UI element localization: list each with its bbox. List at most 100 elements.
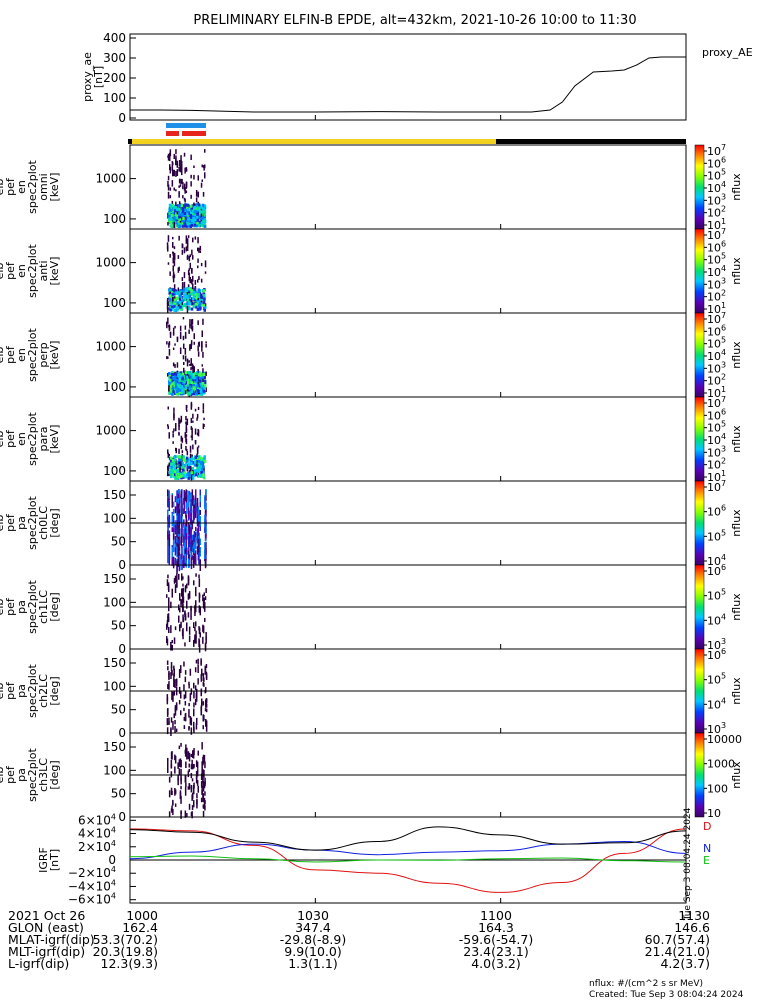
axis-label-igrf-0: IGRF <box>37 847 50 873</box>
science-red-bar-1 <box>166 131 179 136</box>
sunlit-bar <box>130 139 496 144</box>
cb-title-omni: nflux <box>730 173 743 201</box>
legend-igrf-E: E <box>703 854 710 867</box>
axis-label-ch3LC-5: [deg] <box>48 760 61 789</box>
panel-proxy_ae: proxy_ae[nT] 400 300 200 100 0 proxy_AE <box>81 31 753 125</box>
cb-label-omni-5: 102 <box>707 205 726 220</box>
ytick-label-igrf-4: −2×104 <box>68 865 116 880</box>
axis-label-igrf-1: [nT] <box>48 849 61 871</box>
ytick-label-perp-0: 1000 <box>95 340 126 354</box>
science-zone-bar <box>166 123 206 128</box>
ytick-label-proxy_ae-3: 100 <box>103 91 126 105</box>
heatmap-anti <box>166 235 207 313</box>
eph-label-4: L-igrf(dip) <box>8 956 69 971</box>
axis-label-anti-2: en <box>15 264 28 278</box>
eph-value-1-2: 164.3 <box>478 920 514 935</box>
cb-label-ch0LC-3: 104 <box>707 553 726 568</box>
colorbar-ch2LC <box>694 648 705 734</box>
eph-value-2-3: 60.7(57.4) <box>645 932 710 947</box>
ytick-label-ch3LC-1: 100 <box>103 763 126 777</box>
axis-label-omni-2: en <box>15 180 28 194</box>
cb-label-ch0LC-0: 107 <box>707 479 726 494</box>
cb-title-para: nflux <box>730 425 743 453</box>
cb-label-ch1LC-2: 104 <box>707 612 726 627</box>
colorbar-para <box>694 396 705 482</box>
axis-label-para-3: spec2plot <box>26 412 39 466</box>
cb-label-anti-5: 102 <box>707 289 726 304</box>
cb-label-para-0: 107 <box>707 395 726 410</box>
ytick-label-proxy_ae-4: 0 <box>118 111 126 125</box>
axis-label-ch1LC-5: [deg] <box>48 592 61 621</box>
cb-label-omni-1: 106 <box>707 155 726 170</box>
eph-value-2-2: -59.6(-54.7) <box>459 932 533 947</box>
science-red-bar-2 <box>182 131 206 136</box>
axis-label-ch1LC-2: pa <box>15 600 28 614</box>
axis-label-ch1LC-1: pef <box>4 597 17 616</box>
cb-label-perp-3: 104 <box>707 348 726 363</box>
cb-label-ch3LC-1: 1000 <box>707 758 735 771</box>
axis-label-proxy_ae-1: [nT] <box>92 66 105 88</box>
panel-igrf: IGRF[nT]6×1044×1042×1040−2×104−4×104−6×1… <box>37 807 711 921</box>
ytick-label-ch3LC-2: 50 <box>111 787 126 801</box>
axis-label-ch3LC-1: pef <box>4 765 17 784</box>
cb-label-perp-2: 105 <box>707 336 726 351</box>
axis-label-ch3LC-3: spec2plot <box>26 748 39 802</box>
ytick-label-para-0: 1000 <box>95 424 126 438</box>
cb-label-ch0LC-1: 106 <box>707 504 726 519</box>
cb-label-ch2LC-1: 105 <box>707 672 726 687</box>
ytick-label-ch0LC-2: 50 <box>111 535 126 549</box>
axis-label-omni-5: [keV] <box>48 173 61 202</box>
axis-label-perp-4: perp <box>37 342 50 367</box>
ytick-label-ch1LC-1: 100 <box>103 595 126 609</box>
cb-title-anti: nflux <box>730 257 743 285</box>
cb-title-ch1LC: nflux <box>730 593 743 621</box>
cb-label-para-1: 106 <box>707 407 726 422</box>
cb-label-para-3: 104 <box>707 432 726 447</box>
cb-label-anti-3: 104 <box>707 264 726 279</box>
ytick-label-ch2LC-0: 150 <box>103 656 126 670</box>
ytick-label-anti-1: 100 <box>103 296 126 310</box>
heatmap-para <box>167 401 207 481</box>
eph-value-0-2: 1100 <box>480 908 512 923</box>
axis-label-anti-3: spec2plot <box>26 244 39 298</box>
axis-label-anti-1: pef <box>4 261 17 280</box>
cb-label-para-5: 102 <box>707 457 726 472</box>
axis-label-ch3LC-4: ch3LC <box>37 758 50 792</box>
legend-proxy-ae: proxy_AE <box>702 46 753 59</box>
legend-igrf-D: D <box>703 820 711 833</box>
ytick-label-ch1LC-3: 0 <box>118 642 126 656</box>
heatmap-ch0LC <box>167 489 207 574</box>
colorbar-omni <box>694 144 705 230</box>
axis-label-perp-3: spec2plot <box>26 328 39 382</box>
cb-label-perp-4: 103 <box>707 360 726 375</box>
eph-label-0: 2021 Oct 26 <box>8 908 85 923</box>
bar-start-tick <box>128 139 132 144</box>
ytick-label-igrf-5: −4×104 <box>68 878 116 893</box>
ytick-label-ch0LC-0: 150 <box>103 488 126 502</box>
cb-label-omni-3: 104 <box>707 180 726 195</box>
axis-label-ch0LC-4: ch0LC <box>37 506 50 540</box>
axis-label-ch0LC-0: elb <box>0 515 6 532</box>
axis-label-para-2: en <box>15 432 28 446</box>
axis-label-anti-4: anti <box>37 260 50 281</box>
ytick-label-ch2LC-2: 50 <box>111 703 126 717</box>
axis-label-para-4: para <box>37 427 50 452</box>
cb-label-ch3LC-3: 10 <box>707 807 721 820</box>
colorbar-ch1LC <box>694 564 705 650</box>
cb-label-perp-1: 106 <box>707 323 726 338</box>
ytick-label-ch2LC-1: 100 <box>103 679 126 693</box>
eph-label-1: GLON (east) <box>8 920 84 935</box>
ytick-label-proxy_ae-0: 400 <box>103 31 126 45</box>
ytick-label-ch0LC-1: 100 <box>103 511 126 525</box>
ephemeris-table: 2021 Oct 26 1000 1030 1100 1130 GLON (east) 16… <box>8 908 710 971</box>
colorbar-ch3LC <box>694 732 705 818</box>
axis-label-ch0LC-5: [deg] <box>48 508 61 537</box>
heatmap-perp <box>166 317 207 398</box>
eph-value-3-2: 23.4(23.1) <box>463 944 528 959</box>
cb-title-perp: nflux <box>730 341 743 369</box>
